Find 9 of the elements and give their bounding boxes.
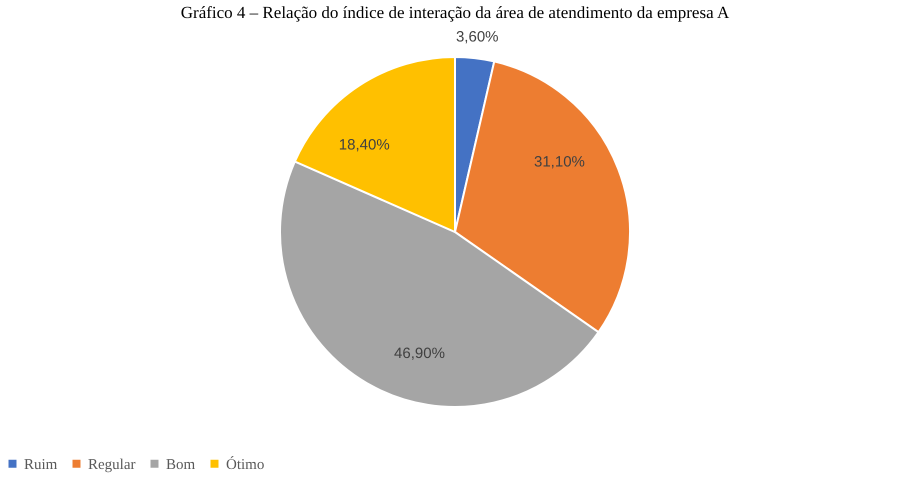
data-label: 46,90% <box>394 344 445 362</box>
chart-title: Gráfico 4 – Relação do índice de interação da área de atendimento da empresa A <box>180 3 730 22</box>
data-label: 3,60% <box>456 28 499 46</box>
legend-label: Ótimo <box>226 456 264 473</box>
data-label: 31,10% <box>534 154 585 171</box>
legend-label: Bom <box>166 456 196 473</box>
data-label: 18,40% <box>338 136 390 154</box>
legend-label: Ruim <box>24 456 58 473</box>
legend-label: Regular <box>88 456 136 473</box>
